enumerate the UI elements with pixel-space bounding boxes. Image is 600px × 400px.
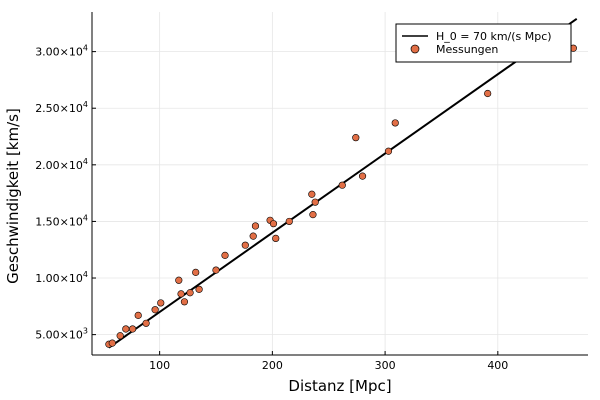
data-point xyxy=(186,289,194,297)
data-point xyxy=(308,190,316,198)
x-tick-label: 100 xyxy=(149,359,170,372)
data-point xyxy=(249,232,257,240)
x-tick-label: 400 xyxy=(487,359,508,372)
y-tick-label: 2.50×104 xyxy=(35,100,88,115)
data-point xyxy=(221,251,229,259)
x-axis-title: Distanz [Mpc] xyxy=(288,377,391,395)
legend-label-fit: H_0 = 70 km/(s Mpc) xyxy=(436,30,552,43)
data-point xyxy=(122,325,130,333)
x-tick-label: 200 xyxy=(262,359,283,372)
data-point xyxy=(157,299,165,307)
data-point xyxy=(212,266,220,274)
data-point xyxy=(311,198,319,206)
x-ticks: 100 200 300 400 xyxy=(149,351,508,372)
x-tick-label: 300 xyxy=(375,359,396,372)
legend-marker-swatch xyxy=(410,44,420,54)
data-point xyxy=(134,311,142,319)
data-point xyxy=(108,339,116,347)
legend-label-measurements: Messungen xyxy=(436,43,498,56)
y-ticks: 5.00×103 1.00×104 1.50×104 2.00×104 2.50×104… xyxy=(35,44,96,342)
data-point xyxy=(180,298,189,306)
data-point xyxy=(352,134,360,142)
data-point xyxy=(251,222,260,230)
y-tick-label: 1.50×104 xyxy=(35,213,88,228)
data-point xyxy=(269,220,278,228)
data-point xyxy=(309,211,317,219)
data-point xyxy=(128,325,137,333)
data-point xyxy=(142,319,150,327)
data-point xyxy=(384,147,393,155)
data-point xyxy=(151,306,159,314)
data-point xyxy=(358,172,367,180)
y-tick-label: 5.00×103 xyxy=(35,327,88,342)
data-point xyxy=(241,241,249,249)
data-point xyxy=(272,234,280,243)
legend: H_0 = 70 km/(s Mpc) Messungen xyxy=(395,23,572,63)
data-point xyxy=(391,119,399,127)
data-point xyxy=(175,276,183,284)
data-point xyxy=(195,285,203,293)
data-point xyxy=(177,290,185,298)
data-point xyxy=(338,181,346,189)
data-point xyxy=(484,89,492,98)
data-point xyxy=(116,332,124,340)
y-tick-label: 2.00×104 xyxy=(35,157,88,172)
legend-box xyxy=(395,23,572,63)
data-point xyxy=(285,217,293,226)
data-points xyxy=(105,44,577,348)
y-tick-label: 3.00×104 xyxy=(35,44,88,59)
y-tick-label: 1.00×104 xyxy=(35,270,88,285)
y-axis-title: Geschwindigkeit [km/s] xyxy=(4,108,22,284)
plot-frame xyxy=(91,12,588,356)
data-point xyxy=(192,268,200,276)
